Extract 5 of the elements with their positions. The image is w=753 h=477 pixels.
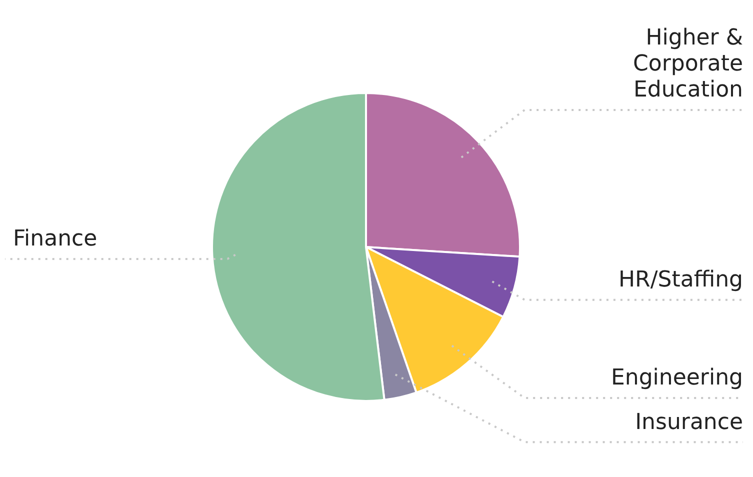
slice-label: Engineering (611, 366, 743, 391)
slice-label: HR/Staffing (618, 268, 743, 293)
slice-label: Finance (13, 226, 98, 252)
slice-label: Higher & Corporate Education (633, 26, 743, 103)
slice-label: Insurance (635, 410, 743, 435)
